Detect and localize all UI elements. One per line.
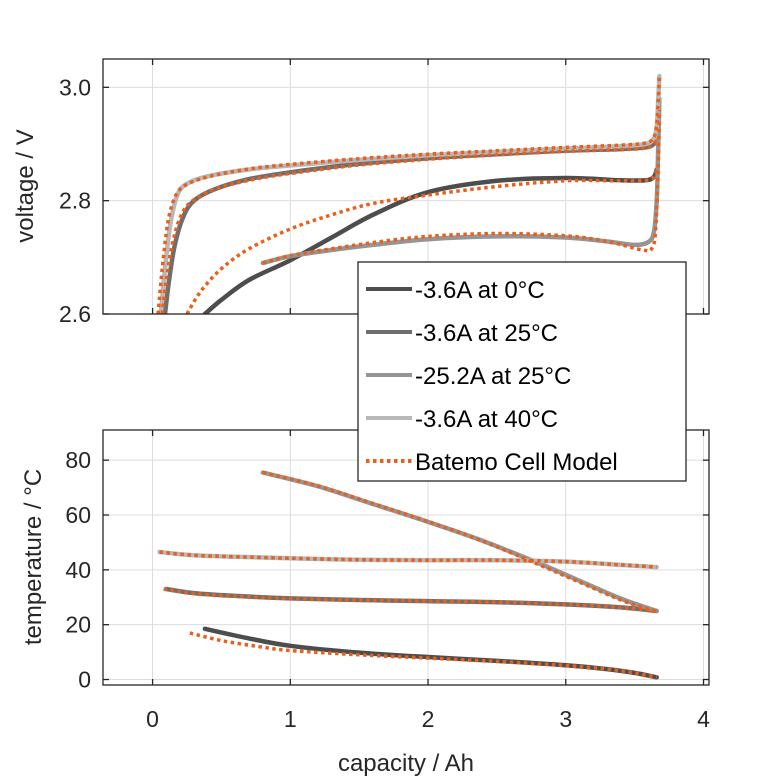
legend-label: -3.6A at 40°C	[415, 406, 558, 433]
legend: -3.6A at 0°C -3.6A at 25°C -25.2A at 25°C -…	[357, 261, 687, 482]
temperature-series--3-6a-at-0-c	[202, 626, 659, 680]
y-tick-label: 60	[65, 502, 91, 528]
legend-label: Batemo Cell Model	[415, 449, 618, 476]
x-tick-label: 2	[422, 706, 435, 732]
legend-label: -25.2A at 25°C	[415, 363, 571, 390]
voltage-model-line	[160, 137, 659, 314]
y-tick-label: 40	[65, 557, 91, 583]
y-tick-label: 3.0	[59, 74, 91, 100]
voltage-ylabel: voltage / V	[12, 129, 39, 242]
y-tick-label: 80	[65, 447, 91, 473]
voltage-model-line	[262, 109, 662, 265]
x-tick-label: 4	[697, 706, 710, 732]
temperature-model-line	[262, 470, 658, 614]
temperature-lines	[157, 470, 659, 680]
x-tick-label: 3	[559, 706, 572, 732]
legend-label: -3.6A at 0°C	[415, 277, 545, 304]
y-tick-label: 2.8	[59, 188, 91, 214]
temperature-ylabel: temperature / °C	[20, 469, 47, 645]
y-tick-label: 20	[65, 612, 91, 638]
y-tick-label: 2.6	[59, 301, 91, 327]
temperature-model-line	[163, 587, 657, 613]
capacity-xlabel: capacity / Ah	[338, 750, 474, 777]
legend-box	[357, 261, 687, 482]
voltage-lines	[156, 73, 662, 314]
legend-label: -3.6A at 25°C	[415, 320, 558, 347]
temperature-model-line	[189, 631, 658, 680]
y-tick-label: 0	[78, 667, 91, 693]
x-tick-label: 0	[146, 706, 159, 732]
x-tick-label: 1	[284, 706, 297, 732]
temperature-model-line	[159, 550, 657, 569]
voltage-ticks: 2.6 2.8 3.0	[59, 59, 709, 327]
